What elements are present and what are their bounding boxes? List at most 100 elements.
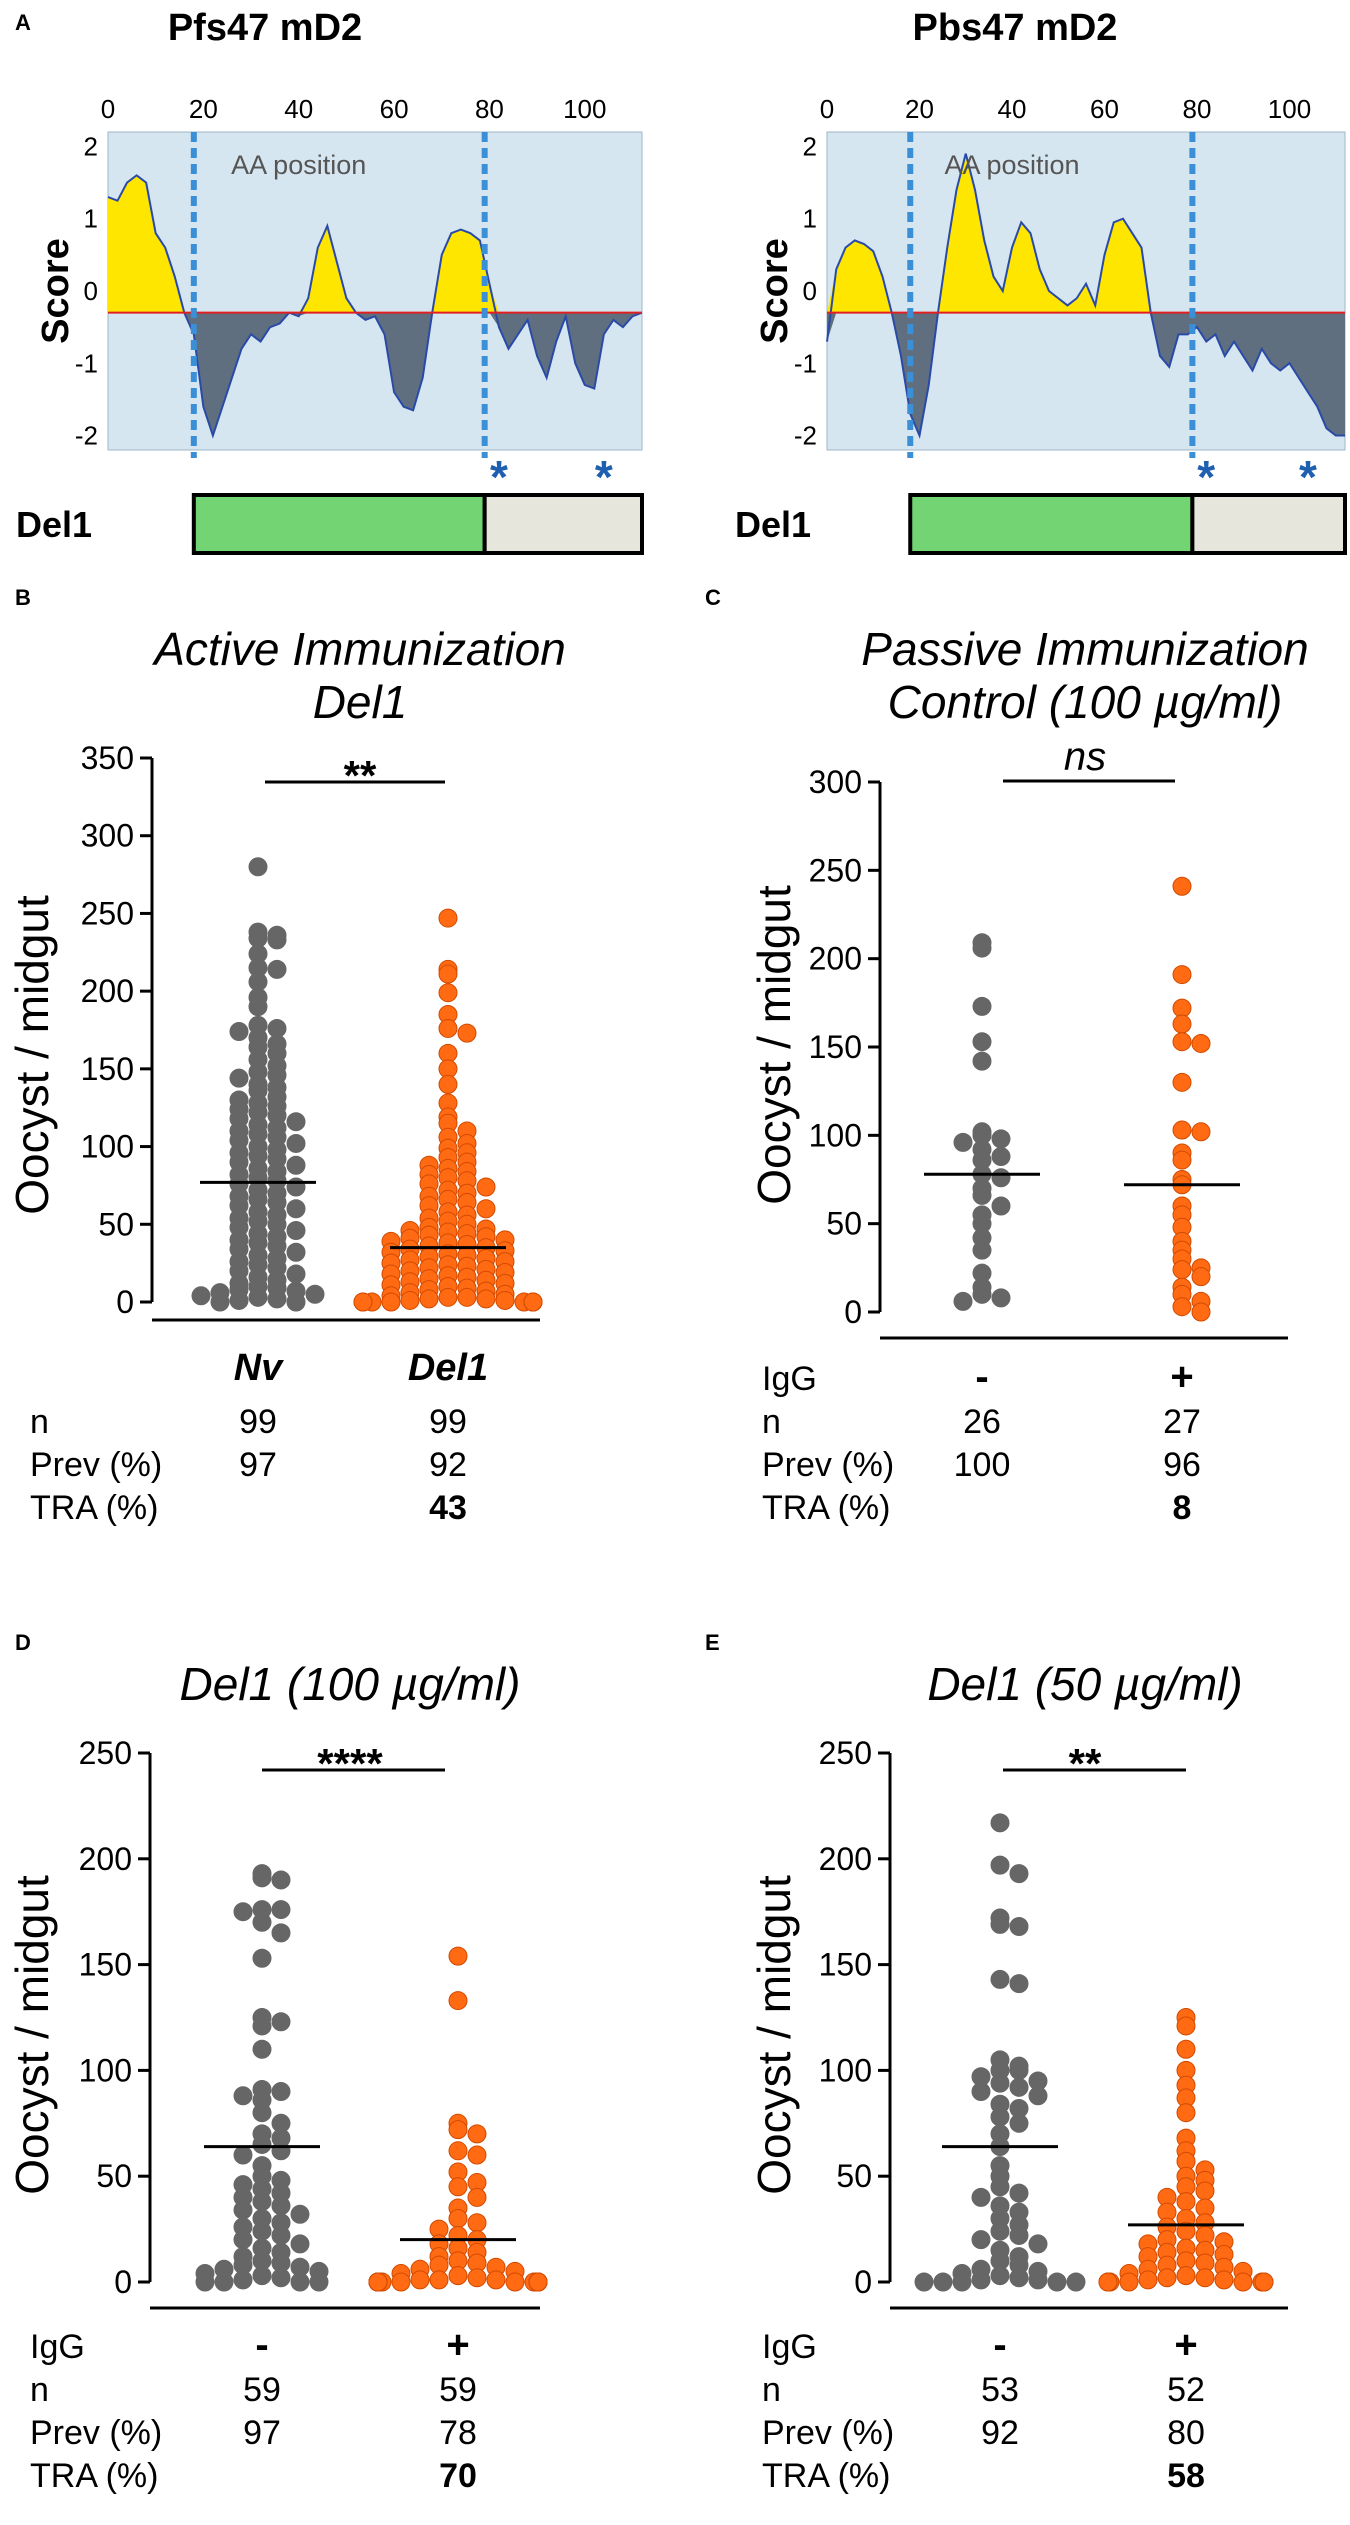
data-point (991, 1196, 1011, 1216)
ytick-label: 300 (809, 764, 862, 800)
data-point (1009, 2268, 1029, 2288)
table-cell-col2: 78 (439, 2414, 477, 2452)
panel-e-significance: ** (1069, 1740, 1102, 1787)
data-point (448, 2177, 468, 2197)
ytick-label: 2 (84, 131, 98, 161)
ytick-label: 250 (809, 852, 862, 888)
data-point (1047, 2272, 1067, 2292)
data-point (1172, 1014, 1192, 1034)
ytick-label: 50 (826, 1206, 862, 1242)
panel-d-stats-table: IgG - + n 59 59 Prev (%) 97 78 TRA (%) 70 (30, 2323, 477, 2495)
xtick-label: 80 (475, 94, 504, 124)
data-point (400, 1290, 420, 1310)
x-axis-label: AA position (944, 150, 1079, 180)
data-point (971, 2082, 991, 2102)
data-point (457, 1023, 477, 1043)
pfs47-hydropathy-plot: 0 20 40 60 80 100 2 1 0 -1 -2 AA position Score Del1 *… (16, 94, 644, 555)
data-point (990, 1813, 1010, 1833)
panel-b-title-line2: Del1 (313, 676, 408, 728)
table-cell-col2: + (1170, 1355, 1193, 1399)
data-point (1195, 2181, 1215, 2201)
data-point (972, 1284, 992, 1304)
del1-label: Del1 (735, 504, 811, 545)
panel-c: C Passive Immunization Control (100 µg/m… (705, 585, 1309, 1527)
ytick-label: 0 (854, 2264, 872, 2300)
plot-background (107, 131, 643, 451)
y-axis-label: Score (35, 238, 77, 344)
data-point (991, 1129, 1011, 1149)
data-point (195, 2272, 215, 2292)
panel-c-letter: C (705, 585, 721, 610)
table-cell-col2: 43 (429, 1489, 467, 1527)
data-point (1172, 1150, 1192, 1170)
data-point (305, 1284, 325, 1304)
data-point (267, 930, 287, 950)
table-row-label: Prev (%) (762, 2414, 894, 2452)
data-point (933, 2272, 953, 2292)
data-point (972, 996, 992, 1016)
data-point (271, 2225, 291, 2245)
data-point (1172, 1032, 1192, 1052)
xtick-label: 20 (189, 94, 218, 124)
data-point (229, 1022, 249, 1042)
data-point (271, 2268, 291, 2288)
data-point (286, 1264, 306, 1284)
xtick-label: 60 (380, 94, 409, 124)
ytick-label: -2 (75, 421, 98, 451)
data-point (252, 2039, 272, 2059)
xtick-label: 60 (1090, 94, 1119, 124)
panel-e-scatter: 0 50 100 150 200 250 (819, 1735, 1288, 2310)
data-point (233, 2230, 253, 2250)
data-point (1119, 2272, 1139, 2292)
data-point (267, 959, 287, 979)
ytick-label: 1 (84, 204, 98, 234)
data-point (953, 1291, 973, 1311)
panel-e-letter: E (705, 1630, 720, 1655)
data-point (953, 1132, 973, 1152)
ytick-label: 50 (98, 1206, 134, 1242)
data-point (381, 1292, 401, 1312)
data-point (1157, 2268, 1177, 2288)
table-cell-col2: 27 (1163, 1403, 1201, 1441)
table-cell-col1: - (993, 2323, 1006, 2367)
ytick-label: 200 (81, 973, 134, 1009)
ytick-label: 150 (79, 1947, 132, 1983)
data-point (353, 1292, 373, 1312)
data-point (271, 2196, 291, 2216)
data-point (1172, 965, 1192, 985)
data-point (476, 1199, 496, 1219)
panel-b-stats-table: n 99 99 Prev (%) 97 92 TRA (%) 43 (30, 1403, 467, 1527)
data-point (991, 1168, 1011, 1188)
data-point (438, 983, 458, 1003)
data-point (990, 2177, 1010, 2197)
panel-d-scatter: 0 50 100 150 200 250 (79, 1735, 548, 2310)
data-point (252, 2266, 272, 2286)
data-point (1172, 1297, 1192, 1317)
data-point (523, 1292, 543, 1312)
panel-e-stats-table: IgG - + n 53 52 Prev (%) 92 80 TRA (%) 58 (762, 2323, 1205, 2495)
data-point (419, 1289, 439, 1309)
ytick-label: -2 (794, 421, 817, 451)
data-point (290, 2272, 310, 2292)
data-point (971, 2230, 991, 2250)
data-point (438, 908, 458, 928)
xtick-label: 40 (998, 94, 1027, 124)
data-point (248, 997, 268, 1017)
panel-c-title-line2: Control (100 µg/ml) (888, 676, 1283, 728)
table-cell-col2: 58 (1167, 2457, 1205, 2495)
xtick-label: 0 (820, 94, 834, 124)
data-point (229, 1290, 249, 1310)
panel-b-ylabel: Oocyst / midgut (6, 895, 58, 1215)
data-point (448, 1946, 468, 1966)
data-point (1009, 2077, 1029, 2097)
table-row-label: n (762, 1403, 781, 1441)
xtick-label: 20 (905, 94, 934, 124)
ytick-label: 0 (114, 2264, 132, 2300)
data-point (1233, 2272, 1253, 2292)
data-point (1172, 1120, 1192, 1140)
panel-b-scatter: 0 50 100 150 200 250 300 350 (81, 740, 543, 1322)
data-point (991, 1147, 1011, 1167)
y-axis-label: Score (754, 238, 796, 344)
data-point (1176, 2016, 1196, 2036)
panel-b-significance: ** (344, 752, 377, 799)
